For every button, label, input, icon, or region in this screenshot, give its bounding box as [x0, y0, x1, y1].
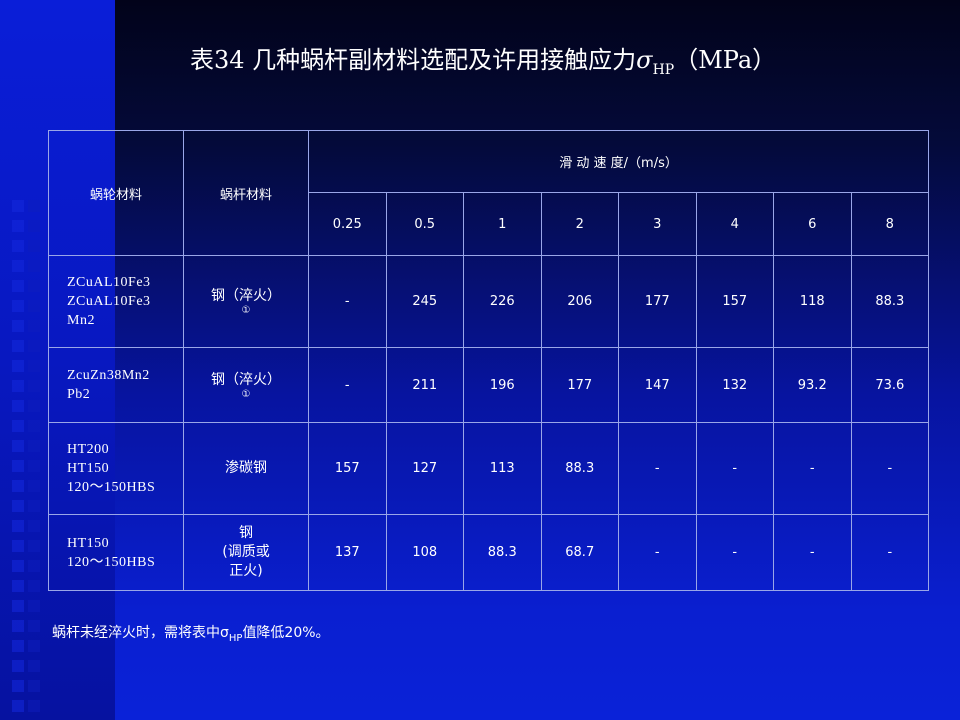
- speed-header: 2: [540, 192, 619, 256]
- stress-value: 68.7: [540, 514, 619, 591]
- stress-value: 118: [773, 255, 852, 348]
- stress-value: 157: [695, 255, 774, 348]
- wheel-material: HT200 HT150 120～150HBS: [48, 422, 184, 515]
- title-text: 表34 几种蜗杆副材料选配及许用接触应力: [190, 46, 637, 74]
- footnote: 蜗杆未经淬火时，需将表中σHP值降低20%。: [52, 622, 330, 644]
- worm-material: 钢（淬火） ①: [183, 255, 309, 348]
- table-row: HT150 120～150HBS 钢 (调质或 正火) 137 108 88.3 68.7-…: [48, 514, 930, 591]
- footnote-marker: ①: [241, 388, 251, 400]
- note-subscript: HP: [228, 632, 243, 644]
- title-sigma: σ: [636, 46, 653, 74]
- wheel-material-line: HT200: [67, 442, 110, 457]
- wheel-material-line: 120～150HBS: [67, 554, 156, 570]
- table-row: ZcuZn38Mn2 Pb2 钢（淬火） ① -211 196 177 147 132 93.2 7…: [48, 347, 930, 423]
- stress-value: 73.6: [850, 347, 930, 423]
- wheel-material-line: Pb2: [67, 387, 91, 402]
- wheel-material-line: ZCuAL10Fe3: [67, 275, 151, 290]
- stress-value: 137: [308, 514, 387, 591]
- stress-value: -: [850, 422, 930, 515]
- stress-value: 245: [385, 255, 464, 348]
- stress-value: 147: [618, 347, 697, 423]
- worm-material: 钢 (调质或 正火): [183, 514, 309, 591]
- header-worm-material: 蜗杆材料: [183, 130, 309, 256]
- stress-value: 196: [463, 347, 542, 423]
- title-unit: （MPa）: [674, 46, 777, 74]
- stress-value: -: [773, 422, 852, 515]
- speed-header: 1: [463, 192, 542, 256]
- stress-value: 177: [618, 255, 697, 348]
- stress-value: 226: [463, 255, 542, 348]
- stress-value: -: [773, 514, 852, 591]
- stress-value: 93.2: [773, 347, 852, 423]
- worm-material: 渗碳钢: [183, 422, 309, 515]
- stress-value: 132: [695, 347, 774, 423]
- speed-header: 3: [618, 192, 697, 256]
- wheel-material-line: HT150: [67, 461, 110, 476]
- stress-table: 蜗轮材料 蜗杆材料 滑 动 速 度/（m/s） 0.25 0.5 1 2 3 4 6 8 ZC…: [48, 130, 930, 591]
- stress-value: 177: [540, 347, 619, 423]
- note-prefix: 蜗杆未经淬火时，需将表中: [52, 625, 220, 641]
- wheel-material-line: Mn2: [67, 313, 95, 328]
- wheel-material-line: HT150: [67, 535, 110, 551]
- wheel-material-line: ZcuZn38Mn2: [67, 368, 150, 383]
- speed-header: 0.25: [308, 192, 387, 256]
- wheel-material: ZCuAL10Fe3 ZCuAL10Fe3 Mn2: [48, 255, 184, 348]
- worm-material-text: 渗碳钢: [225, 460, 267, 476]
- worm-material-text: 钢 (调质或 正火): [222, 525, 270, 579]
- title-subscript: HP: [652, 61, 675, 78]
- stress-value: 108: [385, 514, 464, 591]
- page-title: 表34 几种蜗杆副材料选配及许用接触应力σHP（MPa）: [190, 40, 776, 78]
- stress-value: 88.3: [463, 514, 542, 591]
- stress-value: -: [618, 514, 697, 591]
- worm-material-text: 钢（淬火）: [211, 288, 281, 304]
- footnote-marker: ①: [241, 305, 251, 316]
- stress-value: 88.3: [850, 255, 930, 348]
- table-row: ZCuAL10Fe3 ZCuAL10Fe3 Mn2 钢（淬火） ① -245 226 206 1…: [48, 255, 930, 348]
- speed-header: 0.5: [385, 192, 464, 256]
- speed-header: 6: [773, 192, 852, 256]
- stress-value: 127: [385, 422, 464, 515]
- note-suffix: 值降低20%。: [242, 625, 330, 641]
- stress-value: 211: [385, 347, 464, 423]
- stress-value: 113: [463, 422, 542, 515]
- stress-value: -: [308, 255, 387, 348]
- worm-material: 钢（淬火） ①: [183, 347, 309, 423]
- stress-value: -: [618, 422, 697, 515]
- wheel-material: HT150 120～150HBS: [48, 514, 184, 591]
- stress-value: 157: [308, 422, 387, 515]
- speed-header: 8: [850, 192, 930, 256]
- decorative-squares: [8, 200, 48, 720]
- note-sigma: σ: [220, 625, 229, 641]
- worm-material-text: 钢（淬火）: [211, 371, 281, 388]
- speed-header: 4: [695, 192, 774, 256]
- stress-value: 206: [540, 255, 619, 348]
- stress-value: -: [850, 514, 930, 591]
- stress-value: 88.3: [540, 422, 619, 515]
- header-sliding-speed: 滑 动 速 度/（m/s）: [307, 130, 930, 193]
- wheel-material-line: 120～150HBS: [67, 480, 156, 495]
- stress-value: -: [695, 422, 774, 515]
- stress-value: -: [695, 514, 774, 591]
- wheel-material-line: ZCuAL10Fe3: [67, 294, 151, 309]
- header-wheel-material: 蜗轮材料: [48, 130, 184, 256]
- wheel-material: ZcuZn38Mn2 Pb2: [48, 347, 184, 423]
- stress-value: -: [308, 347, 387, 423]
- table-row: HT200 HT150 120～150HBS 渗碳钢 157 127 113 88.3- - - -: [48, 422, 930, 515]
